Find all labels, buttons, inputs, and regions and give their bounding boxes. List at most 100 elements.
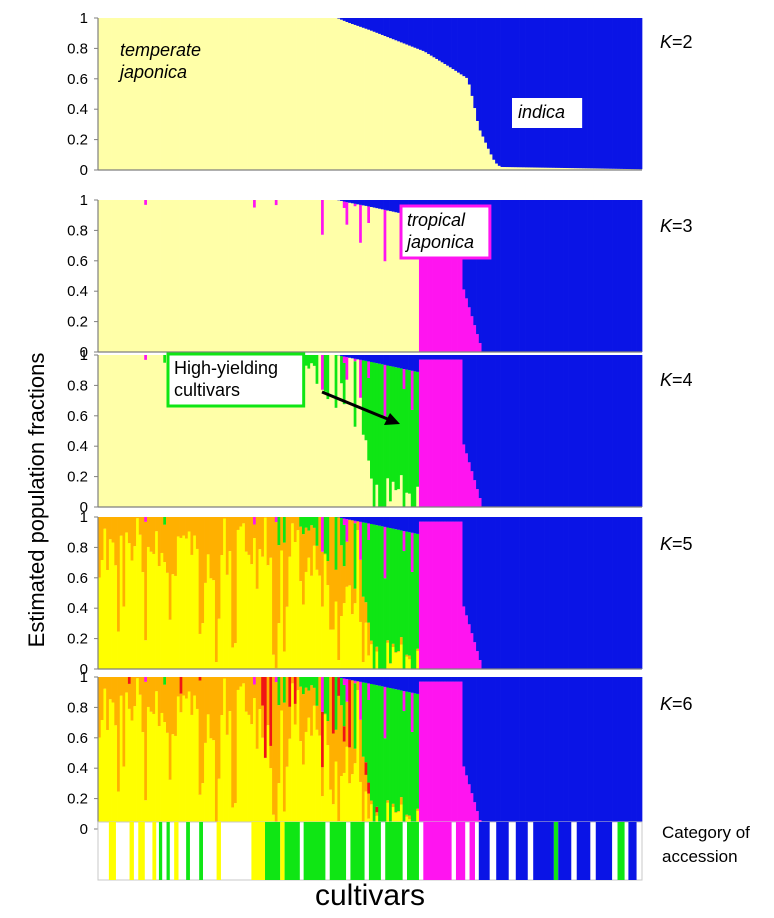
bar-segment-tropical-japonica [429,521,433,669]
bar-segment-tropical-japonica [418,204,423,352]
bar-segment-temperate-japonica [228,355,232,507]
bar-segment-yellow [209,578,213,669]
bar-segment-tropical-japonica [359,521,363,560]
bar-segment-temperate-japonica [217,18,221,170]
bar-segment-temperate-japonica [127,18,131,170]
bar-segment-high-yielding [353,683,357,749]
category-high-yielding [617,822,625,880]
bar-segment-temperate-japonica [244,18,248,170]
bar-segment-yellow [125,532,129,669]
bar-segment-indica [516,517,520,669]
bar-segment-orange [356,521,360,531]
bar-segment-indica [522,355,526,507]
bar-segment-indica [506,355,510,507]
bar-segment-indica [565,517,569,669]
bar-segment-indica [557,18,561,168]
bar-segment-temperate-japonica [329,18,333,170]
bar-segment-tropical-japonica [438,681,442,829]
bar-segment-temperate-japonica [574,168,578,170]
bar-segment-temperate-japonica [217,355,221,507]
bar-segment-temperate-japonica [321,234,325,352]
bar-segment-high-yielding [397,689,401,812]
bar-segment-indica [571,517,575,669]
bar-segment-yellow [223,678,227,829]
bar-segment-temperate-japonica [598,168,602,170]
bar-segment-high-yielding [310,355,314,364]
bar-segment-temperate-japonica [340,383,344,507]
bar-segment-temperate-japonica [182,200,186,352]
bar-segment-temperate-japonica [277,200,281,352]
bar-segment-tropical-japonica [274,677,278,683]
bar-segment-high-yielding [163,677,167,685]
bar-segment-temperate-japonica [122,355,126,507]
bar-segment-yellow [103,528,107,669]
bar-segment-yellow [236,689,240,829]
bar-segment-indica [476,200,480,335]
bar-segment-indica [364,677,368,683]
bar-segment-tropical-japonica [424,681,428,829]
bar-segment-high-yielding [405,369,409,493]
bar-segment-temperate-japonica [117,200,121,352]
bar-segment-temperate-japonica [484,142,488,170]
bar-segment-yellow [98,577,102,669]
bar-segment-high-yielding [372,524,376,669]
bar-segment-yellow [157,566,161,669]
bar-segment-yellow [108,699,112,829]
bar-segment-orange [138,677,142,695]
bar-segment-temperate-japonica [152,200,156,352]
bar-segment-high-yielding [323,517,327,554]
bar-segment-temperate-japonica [138,200,142,352]
bar-segment-indica [448,18,452,68]
bar-segment-yellow [231,647,235,669]
y-tick-label: 0.4 [67,101,88,118]
bar-segment-indica [478,355,482,499]
bar-segment-indica [348,200,352,203]
bar-segment-orange [157,677,161,727]
bar-segment-orange [258,517,262,550]
bar-segment-orange [345,541,349,587]
bar-segment-temperate-japonica [424,52,428,170]
y-axis-title: Estimated population fractions [24,353,49,648]
bar-segment-temperate-japonica [103,200,107,352]
bar-segment-temperate-japonica [302,372,306,507]
bar-segment-high-yielding [405,531,409,655]
bar-segment-temperate-japonica [157,200,161,352]
bar-segment-orange [119,677,123,696]
bar-segment-temperate-japonica [568,168,572,170]
bar-segment-high-yielding [383,738,387,829]
bar-segment-indica [410,517,414,533]
bar-segment-indica [446,18,450,66]
bar-segment-indica [486,18,491,149]
bar-segment-indica [465,677,469,776]
bar-segment-indica [506,200,510,352]
bar-segment-orange [255,517,259,589]
bar-segment-temperate-japonica [582,168,586,170]
bar-segment-temperate-japonica [160,200,164,352]
bar-segment-orange [391,803,395,808]
bar-segment-temperate-japonica [117,18,121,170]
bar-segment-indica [554,517,559,669]
bar-segment-indica [353,677,357,681]
bar-segment-temperate-japonica [168,18,172,170]
bar-segment-indica [367,355,371,362]
bar-segment-indica [484,355,488,507]
bar-segment-yellow [304,731,308,829]
bar-segment-temperate-japonica [370,206,374,352]
bar-segment-temperate-japonica [166,355,170,507]
bar-segment-indica [636,18,640,170]
bar-segment-yellow [100,560,104,669]
bar-segment-yellow [348,585,352,669]
bar-segment-indica [457,517,461,522]
bar-segment-tropical-japonica [465,298,469,352]
bar-segment-high-yielding [386,527,390,641]
bar-segment-high-yielding [326,677,330,722]
bar-segment-indica [380,517,384,527]
bar-segment-indica [552,18,556,168]
bar-segment-temperate-japonica [136,18,140,170]
bar-segment-temperate-japonica [106,355,110,507]
bar-segment-yellow [141,732,145,829]
bar-segment-tropical-japonica [424,521,428,669]
bar-segment-tropical-japonica [402,691,406,712]
bar-segment-orange [364,602,368,623]
